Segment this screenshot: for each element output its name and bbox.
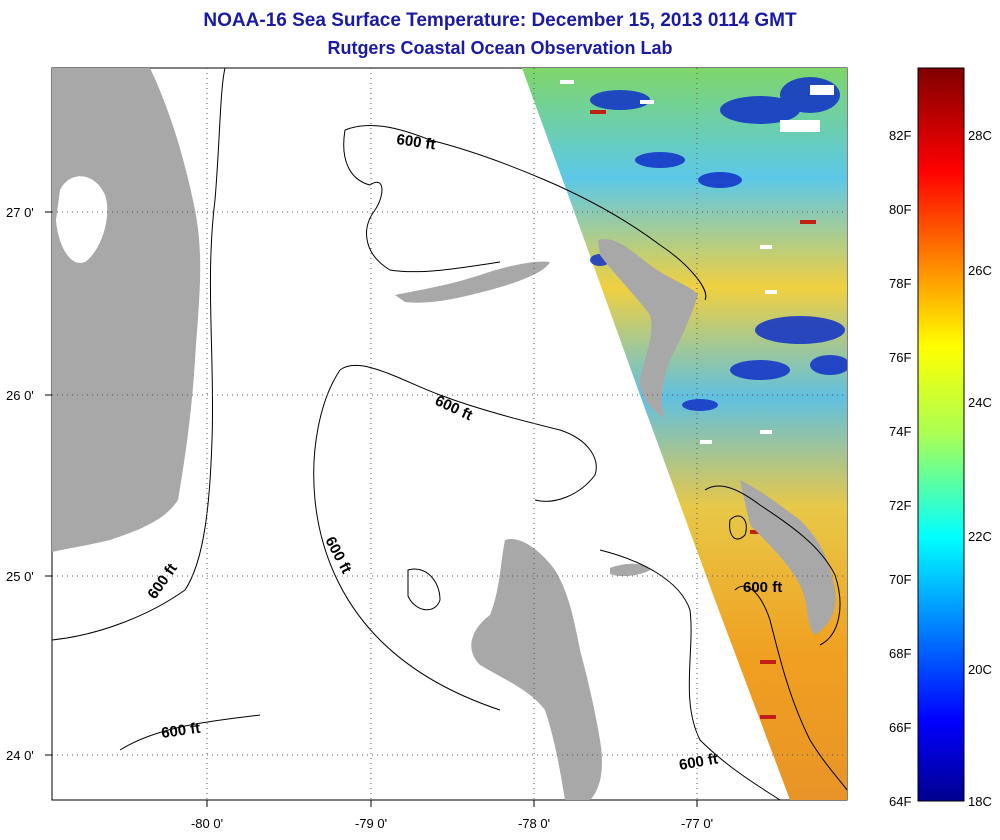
contour-label: 600 ft: [160, 720, 201, 742]
colorbar-f-label: 70F: [889, 572, 911, 587]
contour-label: 600 ft: [678, 750, 720, 774]
colorbar-c-label: 20C: [968, 662, 992, 677]
lat-tick-label: 24 0': [6, 748, 34, 763]
colorbar-f-label: 68F: [889, 646, 911, 661]
map-subtitle: Rutgers Coastal Ocean Observation Lab: [327, 38, 673, 58]
colorbar-f-label: 66F: [889, 720, 911, 735]
abaco-land: [598, 239, 698, 418]
lat-tick-label: 25 0': [6, 569, 34, 584]
contour-label: 600 ft: [743, 579, 782, 596]
colorbar: [917, 67, 965, 802]
lon-tick-label: -80 0': [191, 816, 223, 831]
lon-tick-label: -77 0': [681, 816, 713, 831]
colorbar-f-label: 64F: [889, 794, 911, 809]
eleuthera-land: [740, 480, 836, 635]
colorbar-f-label: 82F: [889, 128, 911, 143]
grand-bahama-land: [395, 261, 550, 303]
map-title: NOAA-16 Sea Surface Temperature: Decembe…: [203, 10, 797, 31]
lake-okeechobee: [56, 176, 108, 263]
colorbar-f-label: 72F: [889, 498, 911, 513]
colorbar-f-label: 76F: [889, 350, 911, 365]
lon-tick-label: -79 0': [355, 816, 387, 831]
colorbar-c-label: 26C: [968, 263, 992, 278]
colorbar-f-label: 80F: [889, 202, 911, 217]
colorbar-c-label: 22C: [968, 529, 992, 544]
lat-tick-label: 26 0': [6, 388, 34, 403]
lat-tick-label: 27 0': [6, 205, 34, 220]
contour-label: 600 ft: [395, 131, 436, 153]
colorbar-c-label: 18C: [968, 794, 992, 809]
colorbar-fahrenheit-labels: 82F 80F 78F 76F 74F 72F 70F 68F 66F 64F: [889, 128, 911, 809]
isobath-contours: [52, 68, 847, 800]
colorbar-f-label: 78F: [889, 276, 911, 291]
frame-ticks: [45, 211, 698, 807]
colorbar-c-label: 28C: [968, 128, 992, 143]
cloud-gaps: [560, 80, 834, 444]
lon-tick-label: -78 0': [518, 816, 550, 831]
colorbar-f-label: 74F: [889, 424, 911, 439]
colorbar-celsius-labels: 28C 26C 24C 22C 20C 18C: [968, 128, 992, 809]
small-cay: [610, 563, 650, 577]
andros-land: [471, 539, 602, 800]
graticule: [52, 68, 847, 800]
colorbar-c-label: 24C: [968, 395, 992, 410]
